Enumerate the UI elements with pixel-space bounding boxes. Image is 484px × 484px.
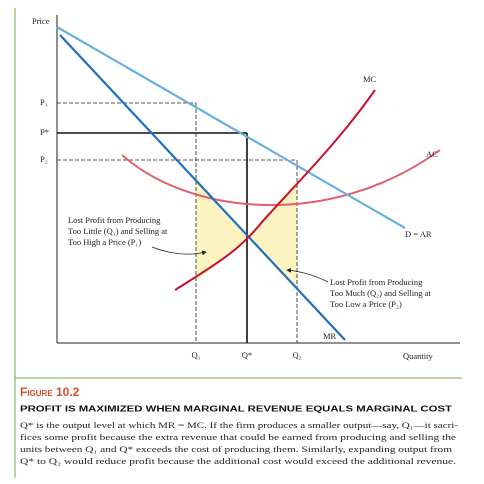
annotation: Too Low a Price (P₂)	[330, 299, 402, 309]
curve-label: MR	[323, 331, 337, 341]
x-tick-label: Q₂	[292, 350, 301, 360]
caption-line: Q* to Q₂ would reduce profit because the…	[20, 456, 456, 466]
demand-curve	[56, 26, 406, 229]
annotation-arrow	[151, 246, 207, 256]
annotation: Too Much (Q₂) and Selling at	[330, 288, 431, 298]
annotation: Lost Profit from Producing	[68, 215, 161, 225]
caption-line: units between Q₁ and Q* exceeds the cost…	[20, 444, 453, 454]
lost-profit-area	[196, 177, 247, 282]
y-tick-label: P₁	[40, 97, 48, 107]
annotation: Lost Profit from Producing	[330, 277, 423, 287]
mr-curve	[59, 34, 346, 341]
mc-curve	[174, 89, 376, 291]
y-axis-label: Price	[32, 16, 50, 26]
x-tick-label: Q₁	[191, 350, 200, 360]
x-tick-label: Q*	[242, 350, 252, 360]
curve-label: D = AR	[405, 229, 432, 239]
caption-line: Q* is the output level at which MR = MC.…	[20, 420, 458, 430]
ac-curve	[121, 149, 441, 206]
figure-title: PROFIT IS MAXIMIZED WHEN MARGINAL REVENU…	[20, 403, 453, 413]
curve-label: MC	[363, 74, 377, 84]
annotation: Too High a Price (P₁)	[68, 237, 141, 247]
curve-label: AC	[426, 149, 438, 159]
y-tick-label: P₂	[40, 154, 48, 164]
x-axis-label: Quantity	[403, 351, 433, 361]
figure-label: Figure 10.2	[20, 385, 80, 399]
annotation-arrow	[286, 267, 329, 283]
y-tick-label: P*	[40, 127, 49, 137]
lost-profit-area	[247, 181, 297, 288]
annotation: Too Little (Q₁) and Selling at	[68, 226, 168, 236]
caption-line: fices some profit because the extra reve…	[20, 432, 456, 442]
